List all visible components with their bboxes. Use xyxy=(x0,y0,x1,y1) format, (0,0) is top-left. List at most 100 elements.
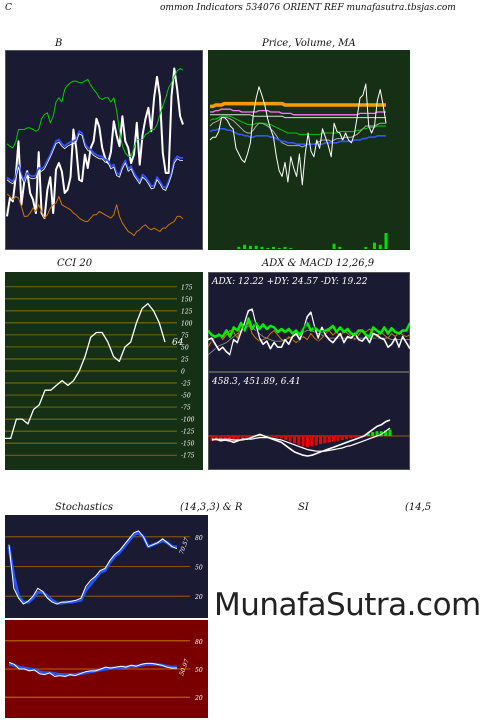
macd-histogram-bar xyxy=(227,436,231,441)
rsi-params: (14,5 xyxy=(405,502,432,513)
bollinger-series-line xyxy=(6,130,183,189)
volume-bar xyxy=(243,244,247,249)
volume-bar xyxy=(266,247,270,249)
cci-value-label: 64 xyxy=(172,338,184,348)
macd-histogram-bar xyxy=(275,436,279,438)
volume-bar xyxy=(364,246,368,249)
macd-histogram-bar xyxy=(310,436,314,447)
macd-histogram-bar xyxy=(366,433,370,436)
volume-bar xyxy=(332,243,336,249)
stoch-k-line xyxy=(8,530,178,605)
watermark: MunafaSutra.com xyxy=(214,587,481,623)
stoch-title: Stochastics xyxy=(55,502,113,513)
macd-readout: 458.3, 451.89, 6.41 xyxy=(211,377,301,387)
adx-series-line xyxy=(208,317,410,338)
adx-chart: ADX: 12.22 +DY: 24.57 -DY: 19.22 xyxy=(208,272,410,372)
price-chart xyxy=(208,50,410,250)
cci-tick-label: -25 xyxy=(181,381,191,388)
macd-histogram-bar xyxy=(384,430,388,436)
price-series-line xyxy=(209,83,387,186)
cci-tick-label: -125 xyxy=(181,429,195,436)
macd-histogram-bar xyxy=(306,436,310,448)
cci-panel: 175 150 125 100 75 50 25 0 -25 -50 -75 -100 -125 -150… xyxy=(5,272,203,470)
macd-histogram-bar xyxy=(327,436,331,443)
bollinger-panel xyxy=(5,50,203,250)
macd-histogram-bar xyxy=(236,436,240,440)
macd-histogram-bar xyxy=(232,436,236,441)
adx-panel: ADX: 12.22 +DY: 24.57 -DY: 19.22 xyxy=(208,272,410,372)
cci-title: CCI 20 xyxy=(57,258,93,269)
cci-tick-label: 125 xyxy=(181,308,193,315)
macd-histogram-bar xyxy=(375,431,379,436)
adx-title: ADX & MACD 12,26,9 xyxy=(262,258,375,269)
volume-bar xyxy=(283,246,287,249)
volume-bar xyxy=(289,247,293,249)
rsi-tick-label: 50 xyxy=(195,667,203,674)
rsi-panel: 80 50 20 50.97 xyxy=(5,620,208,718)
header-left-letter: C xyxy=(5,3,12,13)
bollinger-series-line xyxy=(6,193,184,237)
bollinger-chart xyxy=(5,50,203,250)
header-title: ommon Indicators 534076 ORIENT REF munaf… xyxy=(160,3,456,13)
cci-chart: 175 150 125 100 75 50 25 0 -25 -50 -75 -100 -125 -150… xyxy=(5,272,203,470)
rsi-line xyxy=(8,661,177,677)
price-title: Price, Volume, MA xyxy=(262,38,356,49)
adx-readout: ADX: 12.22 +DY: 24.57 -DY: 19.22 xyxy=(211,277,368,287)
rsi-tick-label: 80 xyxy=(195,639,203,646)
volume-bar xyxy=(277,247,281,249)
macd-background xyxy=(208,372,410,470)
macd-histogram-bar xyxy=(353,436,357,438)
cci-tick-label: 150 xyxy=(181,296,193,303)
macd-histogram-bar xyxy=(349,436,353,439)
volume-bar xyxy=(260,246,264,249)
cci-tick-label: 50 xyxy=(181,344,189,351)
stoch-panel: 80 50 20 70.57 xyxy=(5,515,208,618)
rsi-tick-label: 20 xyxy=(194,695,203,702)
volume-bar xyxy=(254,245,258,249)
cci-tick-label: -50 xyxy=(181,393,191,400)
macd-histogram-bar xyxy=(345,436,349,440)
cci-tick-label: 25 xyxy=(180,356,189,363)
adx-border xyxy=(208,272,410,372)
macd-histogram-bar xyxy=(214,436,218,441)
macd-histogram-bar xyxy=(297,436,301,445)
volume-bar xyxy=(378,244,382,249)
bollinger-title: B xyxy=(55,38,63,49)
price-series-line xyxy=(209,117,386,148)
volume-bar xyxy=(372,242,376,249)
macd-histogram-bar xyxy=(301,436,305,447)
macd-histogram-bar xyxy=(358,436,362,437)
stoch-tick-label: 50 xyxy=(195,565,203,572)
volume-bar xyxy=(271,246,275,249)
macd-histogram-bar xyxy=(371,432,375,436)
macd-histogram-bar xyxy=(219,436,223,441)
stoch-tick-label: 80 xyxy=(195,535,203,542)
stoch-params: (14,3,3) & R xyxy=(180,502,243,513)
macd-histogram-bar xyxy=(288,436,292,442)
macd-histogram-bar xyxy=(332,436,336,442)
cci-tick-label: 75 xyxy=(181,332,189,339)
bollinger-series-line xyxy=(6,133,183,191)
macd-border xyxy=(208,372,410,470)
macd-histogram-bar xyxy=(323,436,327,444)
volume-bar xyxy=(338,246,342,249)
cci-tick-label: -75 xyxy=(181,405,191,412)
bollinger-border xyxy=(5,50,203,250)
cci-tick-label: 0 xyxy=(181,369,185,376)
macd-histogram-bar xyxy=(292,436,296,444)
adx-background xyxy=(208,272,410,372)
price-series-line xyxy=(210,108,386,116)
macd-histogram-bar xyxy=(271,436,275,437)
macd-histogram-bar xyxy=(223,436,227,441)
rsi-title: SI xyxy=(298,502,309,513)
cci-tick-label: -150 xyxy=(181,441,195,448)
macd-line xyxy=(211,419,391,457)
macd-histogram-bar xyxy=(210,436,214,441)
macd-chart: 458.3, 451.89, 6.41 xyxy=(208,372,410,470)
price-background xyxy=(208,50,410,250)
price-series-line xyxy=(209,128,386,145)
macd-histogram-bar xyxy=(388,429,392,436)
price-series-line xyxy=(209,115,386,135)
volume-bar xyxy=(384,233,388,249)
